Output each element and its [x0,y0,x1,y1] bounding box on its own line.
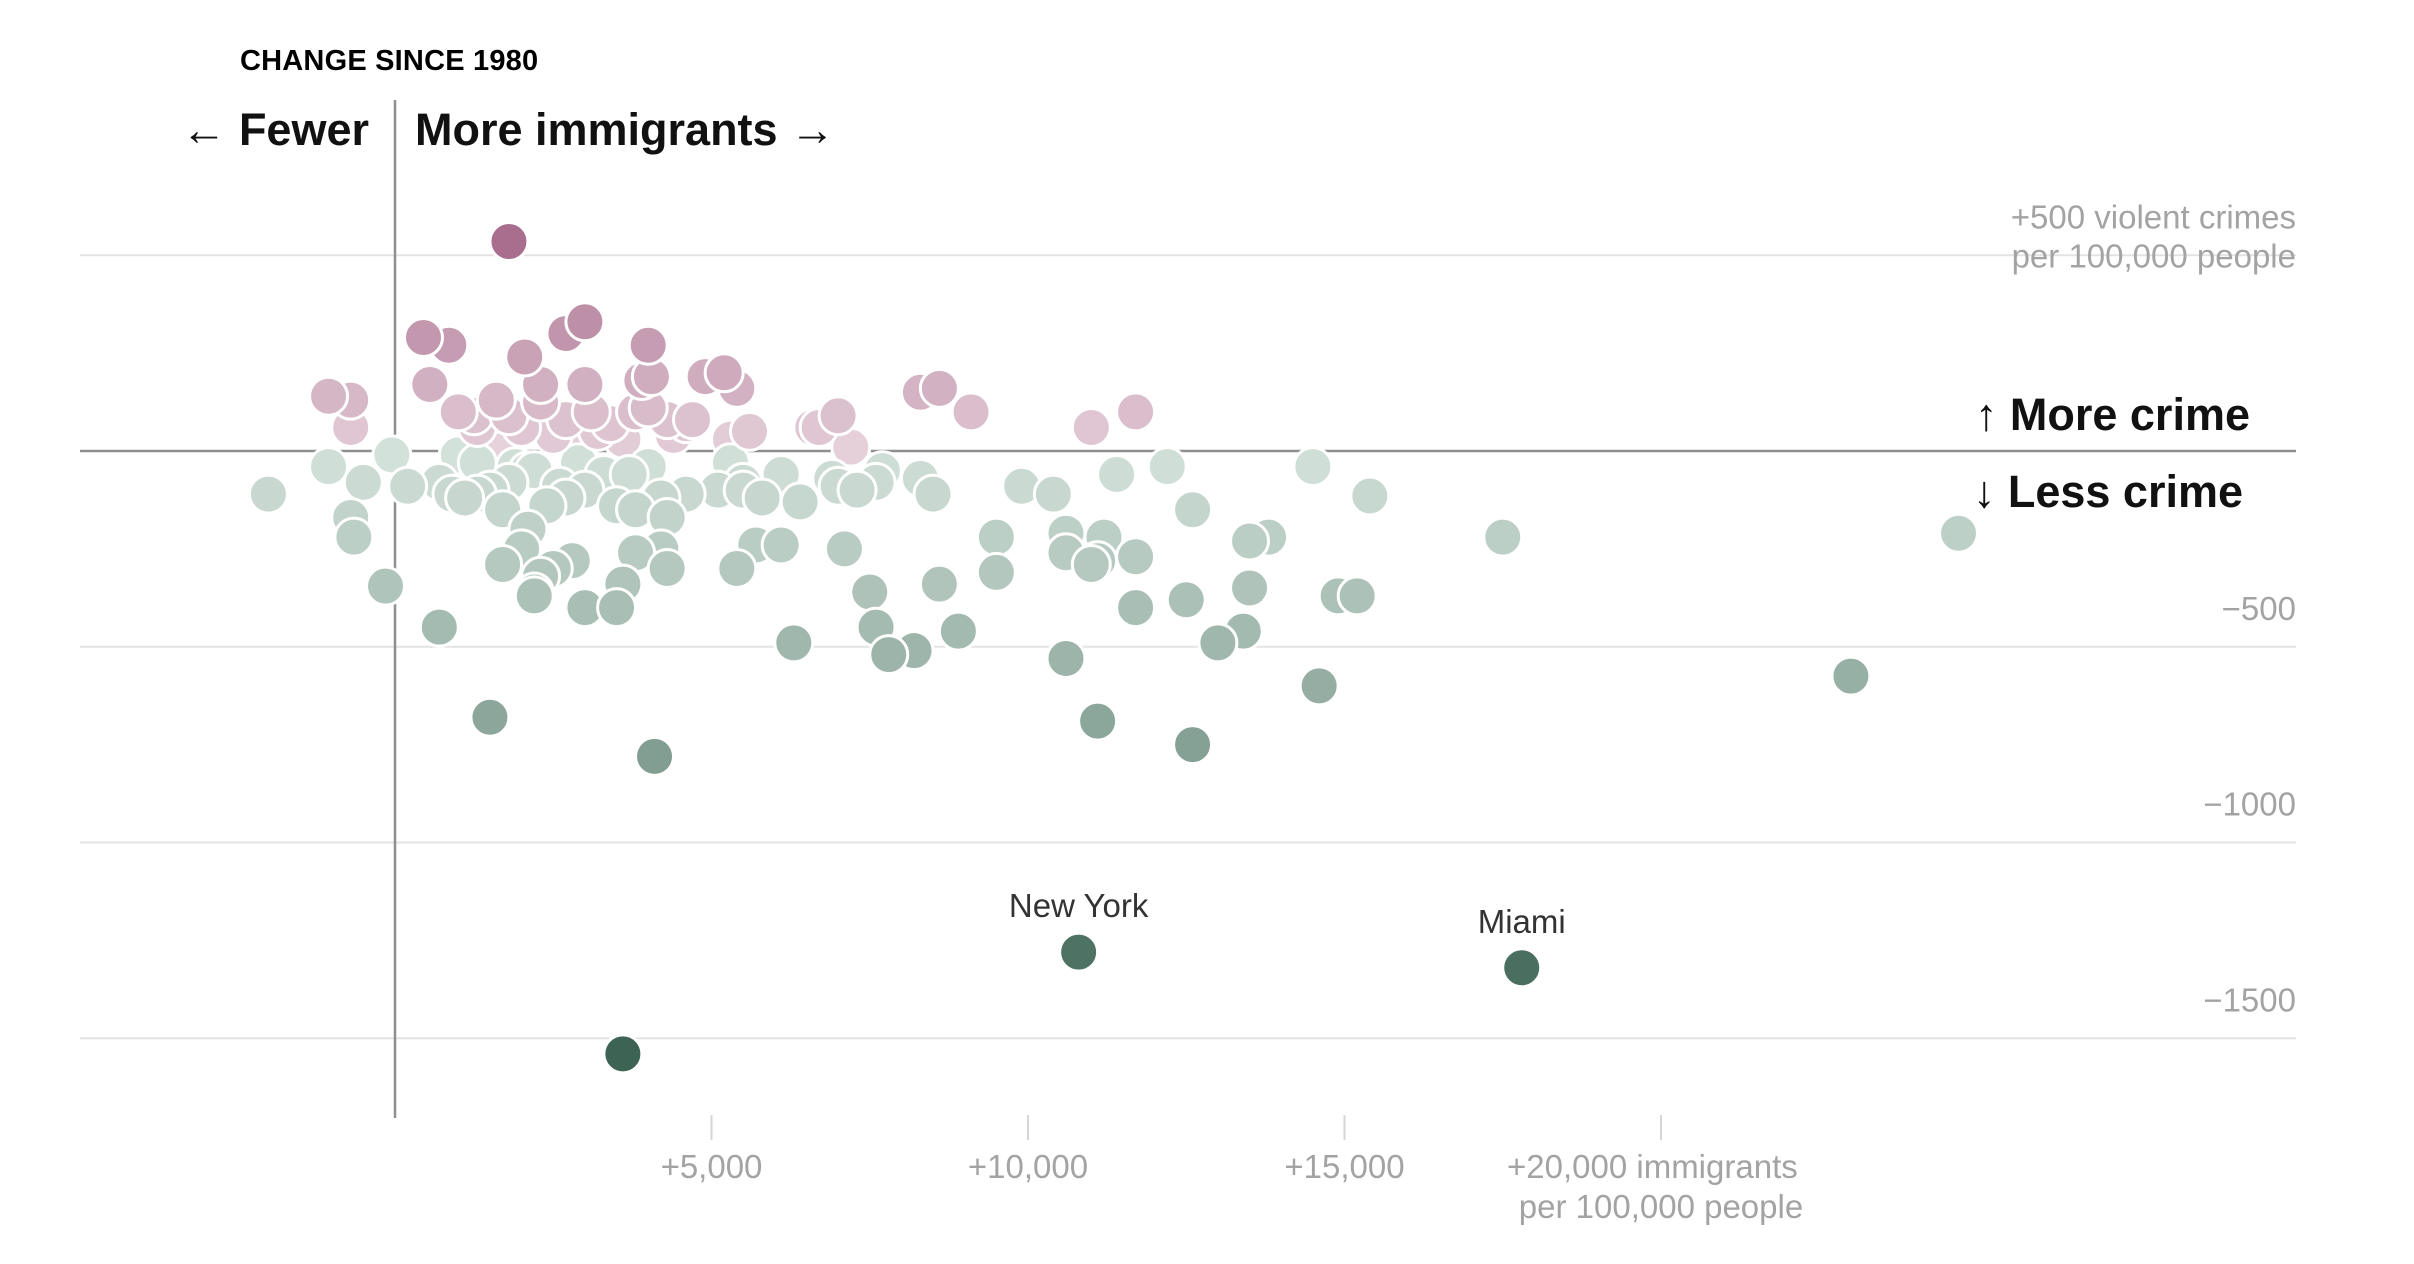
y-unit-label: per 100,000 people [2012,237,2296,274]
y-tick-label: −1500 [2203,981,2296,1018]
data-point [504,336,546,378]
data-point [602,1033,644,1075]
data-point [402,316,444,358]
fewer-immigrants-label: ← Fewer [181,104,369,155]
data-point [564,363,606,405]
data-point [975,516,1017,558]
data-point [728,410,770,452]
data-point [308,446,350,488]
city-label: Miami [1478,903,1566,940]
data-point [1070,544,1112,586]
data-point [912,473,954,515]
data-point [836,469,878,511]
x-tick-label: +20,000 immigrants [1507,1148,1798,1185]
data-point [365,565,407,607]
data-point [1336,575,1378,617]
data-point [482,544,524,586]
x-tick-label: +5,000 [661,1148,763,1185]
data-point [646,547,688,589]
y-tick-label: −500 [2222,590,2296,627]
data-point [950,391,992,433]
data-point [418,606,460,648]
data-point [634,735,676,777]
data-point [1146,446,1188,488]
data-point [444,477,486,519]
data-point [672,399,714,441]
data-point [1032,473,1074,515]
data-point [342,461,384,503]
data-point [409,363,451,405]
less-crime-label: ↓ Less crime [1973,466,2243,517]
more-immigrants-label: More immigrants → [415,104,835,155]
data-point [308,375,350,417]
data-point [741,477,783,519]
data-point [475,379,517,421]
data-point [849,571,891,613]
data-point [627,324,669,366]
chart-eyebrow-title: CHANGE SINCE 1980 [240,45,538,77]
data-point [918,563,960,605]
data-point [513,575,555,617]
data-point [1349,475,1391,517]
data-point [868,634,910,676]
data-point [1172,724,1214,766]
y-tick-label: −1000 [2203,786,2296,823]
data-point [716,547,758,589]
data-point [1096,453,1138,495]
data-point [773,622,815,664]
data-point [918,367,960,409]
data-point [596,587,638,629]
data-point [703,352,745,394]
data-point [1115,587,1157,629]
data-point [1115,391,1157,433]
city-label: New York [1009,887,1149,924]
data-point [1070,407,1112,449]
data-point [817,395,859,437]
gridlines [80,254,2296,1040]
data-point [1197,622,1239,664]
data-point [488,221,530,263]
data-point [1077,700,1119,742]
x-tick-label: +10,000 [968,1148,1088,1185]
labels: CHANGE SINCE 1980 ← Fewer More immigrant… [181,45,2296,1225]
data-point [437,391,479,433]
data-point [333,516,375,558]
data-point [469,696,511,738]
data-point [1045,637,1087,679]
data-point [975,551,1017,593]
data-point [760,524,802,566]
data-points [247,221,1980,1075]
x-unit-label: per 100,000 people [1519,1188,1803,1225]
x-tick-label: +15,000 [1284,1148,1404,1185]
data-point [1938,512,1980,554]
data-point [1298,665,1340,707]
y-tick-label: +500 violent crimes [2011,198,2296,235]
data-point [779,481,821,523]
data-point [564,301,606,343]
data-point [387,465,429,507]
data-point [1165,579,1207,621]
data-point [1172,489,1214,531]
data-point [1229,520,1271,562]
city-data-point [1058,931,1100,973]
data-point [823,528,865,570]
data-point [1830,655,1872,697]
city-data-point [1501,947,1543,989]
data-point [1229,567,1271,609]
data-point [1482,516,1524,558]
data-point [1115,536,1157,578]
more-crime-label: ↑ More crime [1975,389,2250,440]
data-point [247,473,289,515]
data-point [937,610,979,652]
data-point [1292,446,1334,488]
